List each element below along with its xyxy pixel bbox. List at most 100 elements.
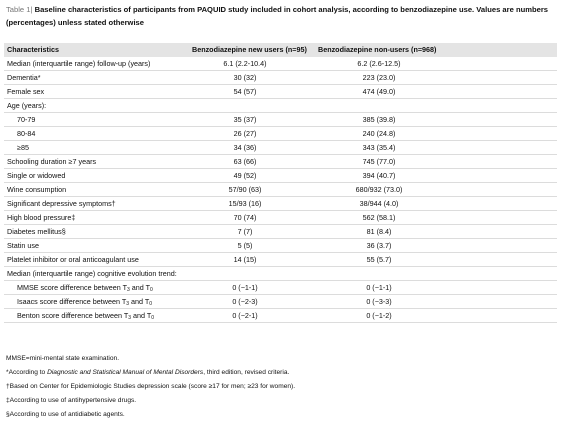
table-row: ≥85 34 (36) 343 (35.4)	[4, 141, 557, 155]
label-part: Isaacs score difference between T	[17, 297, 127, 306]
header-cell: Benzodiazepine new users (n=95)	[192, 45, 307, 54]
cell: 0 (−1-1)	[366, 283, 392, 292]
cell: 5 (5)	[237, 241, 253, 250]
row-label: Wine consumption	[7, 185, 67, 194]
cell: 38/944 (4.0)	[359, 199, 399, 208]
cell: 35 (37)	[233, 115, 257, 124]
row-label: Single or widowed	[7, 171, 66, 180]
footnote-part: †Based on Center for Epidemiologic Studi…	[6, 383, 296, 390]
label-part: and T	[131, 311, 152, 320]
table-row: Median (interquartile range) cognitive e…	[4, 267, 557, 281]
cell: 562 (58.1)	[362, 213, 396, 222]
label-part: Benton score difference between T	[17, 311, 129, 320]
row-label: Dementia*	[7, 73, 41, 82]
row-label: Statin use	[7, 241, 39, 250]
row-label: Benton score difference between T3 and T…	[17, 309, 154, 325]
footnote: MMSE=mini-mental state examination.	[6, 352, 295, 366]
footnote-part: Diagnostic and Statistical Manual of Men…	[47, 369, 204, 376]
label-part: and T	[129, 297, 150, 306]
footnote: §According to use of antidiabetic agents…	[6, 408, 295, 422]
header-cell: Characteristics	[7, 45, 59, 54]
row-label: Diabetes mellitus§	[7, 227, 66, 236]
footnotes: MMSE=mini-mental state examination. *Acco…	[6, 352, 295, 422]
footnote-part: MMSE=mini-mental state examination.	[6, 355, 120, 362]
caption: Table 1| Baseline characteristics of par…	[6, 3, 558, 29]
cell: 680/932 (73.0)	[355, 185, 403, 194]
cell: 63 (66)	[233, 157, 257, 166]
cell: 385 (39.8)	[362, 115, 396, 124]
table-row: Single or widowed 49 (52) 394 (40.7)	[4, 169, 557, 183]
table-row: Median (interquartile range) follow-up (…	[4, 57, 557, 71]
label-part: MMSE score difference between T	[17, 283, 127, 292]
cell: 0 (−1-1)	[232, 283, 258, 292]
cell: 15/93 (16)	[228, 199, 262, 208]
cell: 394 (40.7)	[362, 171, 396, 180]
subscript: 0	[150, 287, 153, 293]
cell: 30 (32)	[233, 73, 257, 82]
row-label: Median (interquartile range) follow-up (…	[7, 59, 151, 68]
cell: 223 (23.0)	[362, 73, 396, 82]
table-row: Platelet inhibitor or oral anticoagulant…	[4, 253, 557, 267]
row-label: 70-79	[17, 115, 36, 124]
subscript: 3	[128, 315, 131, 321]
cell: 0 (−2-1)	[232, 311, 258, 320]
table-row: Diabetes mellitus§ 7 (7) 81 (8.4)	[4, 225, 557, 239]
subscript: 3	[127, 287, 130, 293]
footnote-part: §According to use of antidiabetic agents…	[6, 411, 125, 418]
footnote-part: ‡According to use of antihypertensive dr…	[6, 397, 137, 404]
row-label: 80-84	[17, 129, 36, 138]
table-row: Dementia* 30 (32) 223 (23.0)	[4, 71, 557, 85]
table-row: Statin use 5 (5) 36 (3.7)	[4, 239, 557, 253]
footnote: †Based on Center for Epidemiologic Studi…	[6, 380, 295, 394]
subscript: 0	[151, 315, 155, 321]
label-part: and T	[129, 283, 151, 292]
cell: 14 (15)	[233, 255, 257, 264]
row-label: ≥85	[17, 143, 29, 152]
cell: 240 (24.8)	[362, 129, 396, 138]
cell: 54 (57)	[233, 87, 257, 96]
cell: 36 (3.7)	[366, 241, 392, 250]
table-row: Isaacs score difference between T3 and T…	[4, 295, 557, 309]
table-row: Age (years):	[4, 99, 557, 113]
row-label: Platelet inhibitor or oral anticoagulant…	[7, 255, 139, 264]
table-row: Wine consumption 57/90 (63) 680/932 (73.0)	[4, 183, 557, 197]
table-row: 80-84 26 (27) 240 (24.8)	[4, 127, 557, 141]
cell: 49 (52)	[233, 171, 257, 180]
footnote-part: *According to	[6, 369, 48, 376]
subscript: 3	[126, 301, 129, 307]
table-row: Female sex 54 (57) 474 (49.0)	[4, 85, 557, 99]
row-label: Schooling duration ≥7 years	[7, 157, 97, 166]
cell: 70 (74)	[233, 213, 257, 222]
cell: 81 (8.4)	[366, 227, 392, 236]
cell: 57/90 (63)	[228, 185, 262, 194]
cell: 6.1 (2.2-10.4)	[223, 59, 267, 68]
cell: 474 (49.0)	[362, 87, 396, 96]
caption-label: Table 1|	[6, 5, 33, 14]
table-row: Schooling duration ≥7 years 63 (66) 745 (7…	[4, 155, 557, 169]
row-label: Significant depressive symptoms†	[7, 199, 116, 208]
row-label: Age (years):	[7, 101, 47, 110]
cell: 343 (35.4)	[362, 143, 396, 152]
footnote: ‡According to use of antihypertensive dr…	[6, 394, 295, 408]
row-label: High blood pressure‡	[7, 213, 76, 222]
subscript: 0	[149, 301, 153, 307]
caption-text: Baseline characteristics of participants…	[6, 5, 549, 27]
row-label: Female sex	[7, 87, 45, 96]
header-cell: Benzodiazepine non-users (n=968)	[318, 45, 437, 54]
cell: 34 (36)	[233, 143, 257, 152]
cell: 0 (−1-2)	[366, 311, 392, 320]
row-label: Median (interquartile range) cognitive e…	[7, 269, 177, 278]
footnote-part: , third edition, revised criteria.	[203, 369, 290, 376]
cell: 26 (27)	[233, 129, 257, 138]
table-row: High blood pressure‡ 70 (74) 562 (58.1)	[4, 211, 557, 225]
table-row: Benton score difference between T3 and T…	[4, 309, 557, 323]
table: Characteristics Benzodiazepine new users …	[4, 43, 557, 323]
cell: 7 (7)	[237, 227, 253, 236]
row-label: MMSE score difference between T3 and T0	[17, 281, 153, 297]
header-row: Characteristics Benzodiazepine new users …	[4, 43, 557, 57]
cell: 745 (77.0)	[362, 157, 396, 166]
cell: 0 (−3-3)	[366, 297, 392, 306]
table-row: MMSE score difference between T3 and T0 0…	[4, 281, 557, 295]
row-label: Isaacs score difference between T3 and T…	[17, 295, 152, 311]
